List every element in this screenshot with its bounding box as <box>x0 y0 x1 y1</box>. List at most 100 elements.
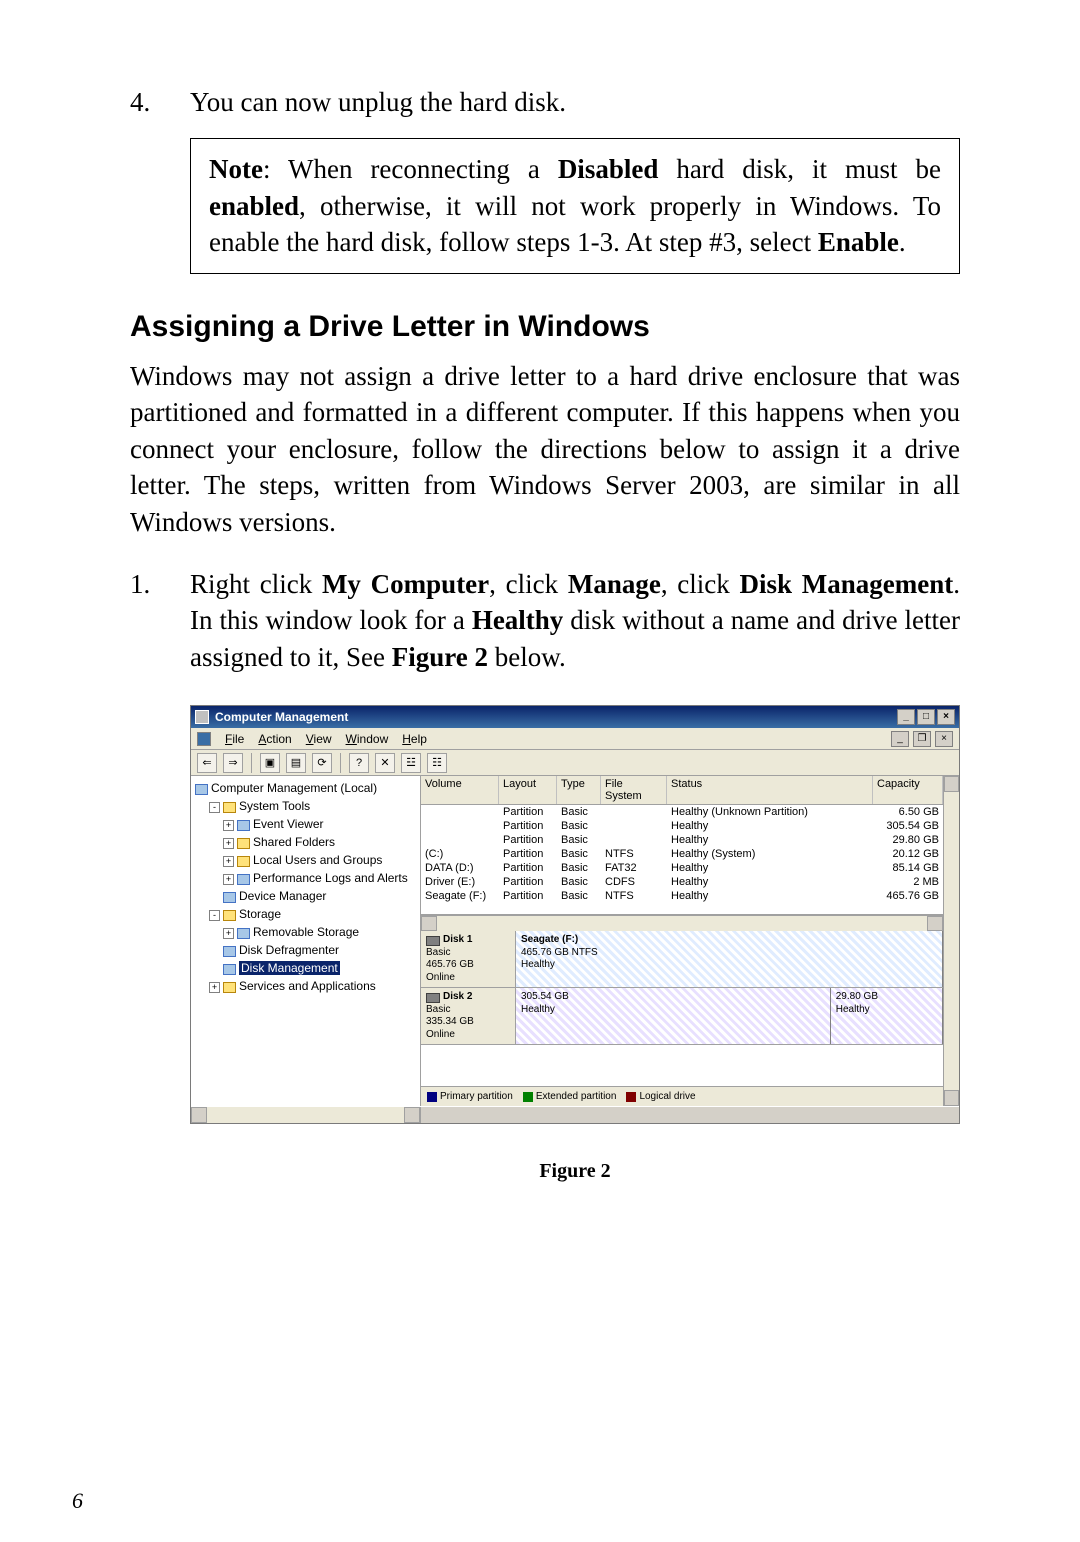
menu-action[interactable]: Action <box>258 732 291 746</box>
partition[interactable]: 305.54 GBHealthy <box>516 988 831 1044</box>
step-4-text: You can now unplug the hard disk. <box>190 84 566 120</box>
volume-row[interactable]: DATA (D:)PartitionBasicFAT32Healthy85.14… <box>421 861 943 875</box>
tree-perf-logs[interactable]: Performance Logs and Alerts <box>253 871 408 885</box>
note-text-2: hard disk, it must be <box>658 154 941 184</box>
volume-row[interactable]: PartitionBasicHealthy305.54 GB <box>421 819 943 833</box>
disk-row[interactable]: Disk 1Basic465.76 GBOnlineSeagate (F:)46… <box>421 931 943 988</box>
partition[interactable]: Seagate (F:)465.76 GB NTFSHealthy <box>516 931 943 987</box>
properties-button[interactable]: ▤ <box>286 753 306 773</box>
status-bar <box>191 1106 959 1123</box>
delete-button[interactable]: ✕ <box>375 753 395 773</box>
tree-storage[interactable]: Storage <box>239 907 281 921</box>
expand-icon[interactable]: + <box>209 982 220 993</box>
device-icon <box>223 892 236 903</box>
forward-button[interactable]: ⇒ <box>223 753 243 773</box>
legend-primary-swatch <box>427 1092 437 1102</box>
tree-h-scrollbar[interactable] <box>191 1107 421 1123</box>
folder-icon <box>237 838 250 849</box>
menu-help[interactable]: Help <box>402 732 427 746</box>
legend-primary: Primary partition <box>440 1091 513 1102</box>
tree-event-viewer[interactable]: Event Viewer <box>253 817 323 831</box>
note-label: Note <box>209 154 263 184</box>
volume-row[interactable]: PartitionBasicHealthy29.80 GB <box>421 833 943 847</box>
settings-button[interactable]: ☳ <box>401 753 421 773</box>
h-scrollbar[interactable] <box>421 915 943 931</box>
scroll-left-button[interactable] <box>191 1107 207 1123</box>
volume-row[interactable]: PartitionBasicHealthy (Unknown Partition… <box>421 805 943 819</box>
up-button[interactable]: ▣ <box>260 753 280 773</box>
expand-icon[interactable]: + <box>223 820 234 831</box>
child-minimize-button[interactable]: _ <box>891 731 909 747</box>
col-status[interactable]: Status <box>667 776 873 804</box>
legend-logical-swatch <box>626 1092 636 1102</box>
volume-row[interactable]: Seagate (F:)PartitionBasicNTFSHealthy465… <box>421 889 943 903</box>
expand-icon[interactable]: - <box>209 802 220 813</box>
col-layout[interactable]: Layout <box>499 776 557 804</box>
scroll-right-button[interactable] <box>927 916 943 931</box>
step-4: 4. You can now unplug the hard disk. <box>130 84 960 120</box>
child-close-button[interactable]: × <box>935 731 953 747</box>
section-heading: Assigning a Drive Letter in Windows <box>130 310 960 344</box>
menu-bar: File Action View Window Help _ ❐ × <box>191 728 959 750</box>
col-filesystem[interactable]: File System <box>601 776 667 804</box>
figure-label: Figure 2 <box>190 1160 960 1183</box>
col-volume[interactable]: Volume <box>421 776 499 804</box>
help-button[interactable]: ? <box>349 753 369 773</box>
v-scrollbar[interactable] <box>943 776 959 1106</box>
window-titlebar[interactable]: Computer Management _ □ × <box>191 706 959 728</box>
close-button[interactable]: × <box>937 709 955 725</box>
figure-2: Computer Management _ □ × File Action Vi… <box>190 705 960 1183</box>
step-1-number: 1. <box>130 566 190 675</box>
maximize-button[interactable]: □ <box>917 709 935 725</box>
expand-icon[interactable]: + <box>223 838 234 849</box>
refresh-button[interactable]: ⟳ <box>312 753 332 773</box>
tree-device-manager[interactable]: Device Manager <box>239 889 326 903</box>
console-tree[interactable]: Computer Management (Local) - System Tool… <box>191 776 421 1106</box>
volume-header[interactable]: Volume Layout Type File System Status Ca… <box>421 776 943 805</box>
expand-icon[interactable]: + <box>223 856 234 867</box>
menu-file[interactable]: File <box>225 732 244 746</box>
menu-view[interactable]: View <box>306 732 332 746</box>
disk-graphic-area[interactable]: Disk 1Basic465.76 GBOnlineSeagate (F:)46… <box>421 931 943 1086</box>
note-bold-disabled: Disabled <box>558 154 659 184</box>
disk-icon <box>223 964 236 975</box>
col-type[interactable]: Type <box>557 776 601 804</box>
scroll-down-button[interactable] <box>944 1090 959 1106</box>
minimize-button[interactable]: _ <box>897 709 915 725</box>
scroll-up-button[interactable] <box>944 776 959 792</box>
volume-row[interactable]: Driver (E:)PartitionBasicCDFSHealthy2 MB <box>421 875 943 889</box>
child-restore-button[interactable]: ❐ <box>913 731 931 747</box>
col-capacity[interactable]: Capacity <box>873 776 943 804</box>
details-pane: Volume Layout Type File System Status Ca… <box>421 776 943 1106</box>
menu-window[interactable]: Window <box>346 732 389 746</box>
expand-icon[interactable]: + <box>223 928 234 939</box>
tree-shared-folders[interactable]: Shared Folders <box>253 835 335 849</box>
toolbar: ⇐ ⇒ ▣ ▤ ⟳ ? ✕ ☳ ☷ <box>191 750 959 776</box>
tree-defrag[interactable]: Disk Defragmenter <box>239 943 339 957</box>
disk-row[interactable]: Disk 2Basic335.34 GBOnline305.54 GBHealt… <box>421 988 943 1045</box>
scroll-left-button[interactable] <box>421 916 437 931</box>
scroll-right-button[interactable] <box>404 1107 420 1123</box>
step1-b3: Disk Management <box>740 569 954 599</box>
tree-disk-management[interactable]: Disk Management <box>239 961 340 975</box>
folder-icon <box>223 910 236 921</box>
step1-b1: My Computer <box>322 569 489 599</box>
volume-list[interactable]: PartitionBasicHealthy (Unknown Partition… <box>421 805 943 915</box>
volume-row[interactable]: (C:)PartitionBasicNTFSHealthy (System)20… <box>421 847 943 861</box>
folder-icon <box>237 928 250 939</box>
expand-icon[interactable]: - <box>209 910 220 921</box>
tree-root[interactable]: Computer Management (Local) <box>211 781 377 795</box>
tree-local-users[interactable]: Local Users and Groups <box>253 853 382 867</box>
tree-system-tools[interactable]: System Tools <box>239 799 310 813</box>
computer-management-window: Computer Management _ □ × File Action Vi… <box>190 705 960 1124</box>
expand-icon[interactable]: + <box>223 874 234 885</box>
step1-b4: Healthy <box>472 605 564 635</box>
back-button[interactable]: ⇐ <box>197 753 217 773</box>
step1-pre: Right click <box>190 569 322 599</box>
tree-removable[interactable]: Removable Storage <box>253 925 359 939</box>
partition[interactable]: 29.80 GBHealthy <box>831 988 943 1044</box>
tree-services[interactable]: Services and Applications <box>239 979 376 993</box>
computer-icon <box>195 784 208 795</box>
list-button[interactable]: ☷ <box>427 753 447 773</box>
main-area: Computer Management (Local) - System Tool… <box>191 776 959 1106</box>
